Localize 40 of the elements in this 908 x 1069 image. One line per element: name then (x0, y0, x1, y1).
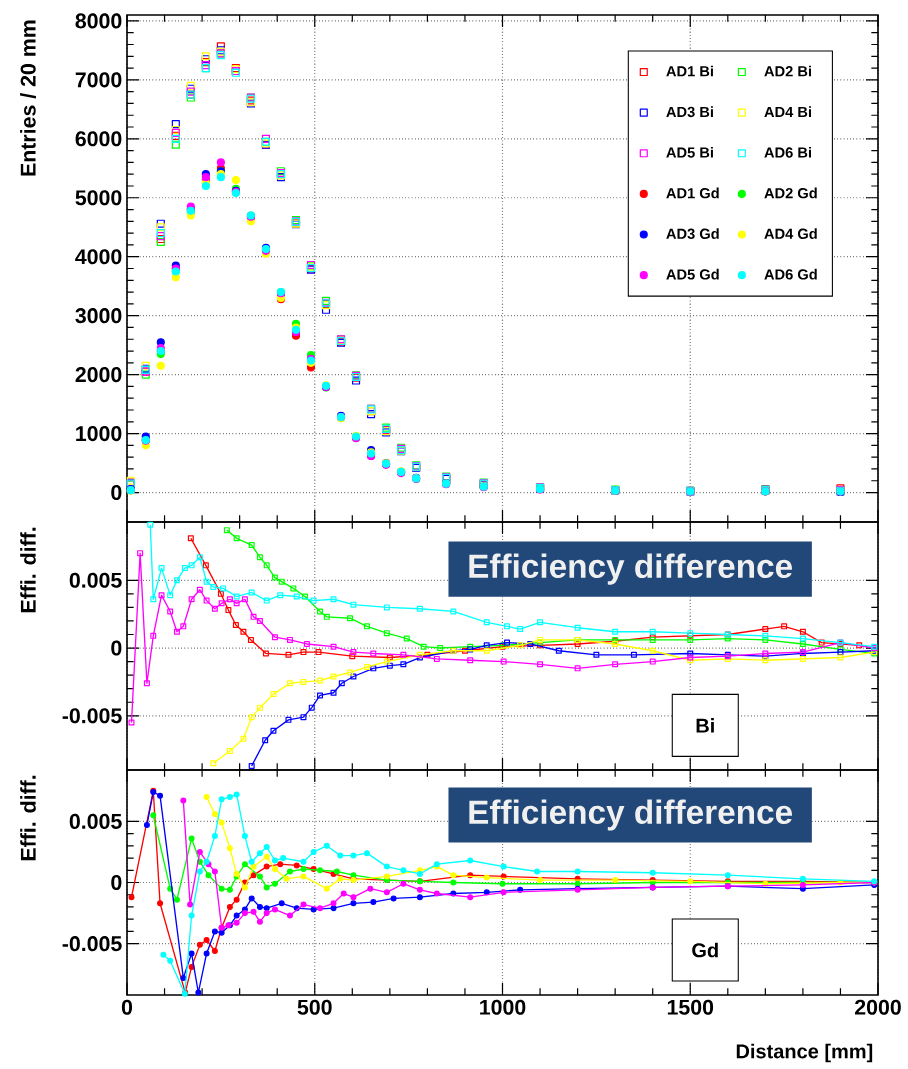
annotation: Efficiency difference (469, 799, 793, 831)
y-tick-label: 0 (111, 484, 122, 501)
legend-label: AD5 Gd (666, 268, 719, 280)
legend-label: AD4 Bi (764, 106, 811, 117)
y-axis-title: Effi. diff. (20, 775, 36, 861)
y-tick-label: 0.005 (69, 813, 122, 829)
legend-label: AD2 Gd (764, 187, 817, 199)
x-axis-title: Distance [mm] (736, 1043, 873, 1063)
y-tick-label: 5000 (75, 190, 122, 206)
y-tick-label: 1000 (76, 426, 122, 442)
legend-label: AD3 Gd (666, 228, 719, 240)
y-tick-label: 6000 (75, 131, 122, 147)
y-tick-label: 3000 (75, 308, 122, 324)
y-tick-label: -0.005 (62, 936, 122, 952)
legend-label: AD1 Gd (666, 187, 719, 199)
legend-label: AD2 Bi (764, 65, 811, 77)
y-tick-label: 8000 (75, 13, 122, 29)
annotation: Bi (696, 718, 714, 733)
x-tick-label: 0 (121, 999, 133, 1015)
legend-label: AD1 Bi (666, 65, 713, 77)
legend-label: AD6 Gd (764, 268, 817, 280)
y-tick-label: 0 (111, 874, 122, 891)
y-tick-label: 0 (111, 640, 122, 656)
annotation: Efficiency difference (469, 553, 793, 585)
y-tick-label: 2000 (75, 367, 122, 383)
y-axis-title: Effi. diff. (20, 527, 36, 613)
x-tick-label: 1500 (667, 999, 714, 1015)
y-axis-title: Entries / 20 mm (20, 20, 36, 176)
x-tick-label: 1000 (480, 999, 526, 1015)
legend-label: AD4 Gd (764, 228, 817, 239)
y-tick-label: 0.005 (69, 572, 122, 588)
x-tick-label: 2000 (855, 999, 901, 1015)
annotation: Gd (692, 942, 718, 958)
legend-label: AD5 Bi (666, 146, 713, 158)
y-tick-label: -0.005 (62, 708, 122, 724)
x-tick-label: 500 (297, 999, 332, 1015)
y-tick-label: 4000 (75, 249, 122, 265)
y-tick-label: 7000 (75, 72, 122, 88)
legend-label: AD3 Bi (666, 106, 713, 118)
legend-label: AD6 Bi (764, 146, 811, 158)
